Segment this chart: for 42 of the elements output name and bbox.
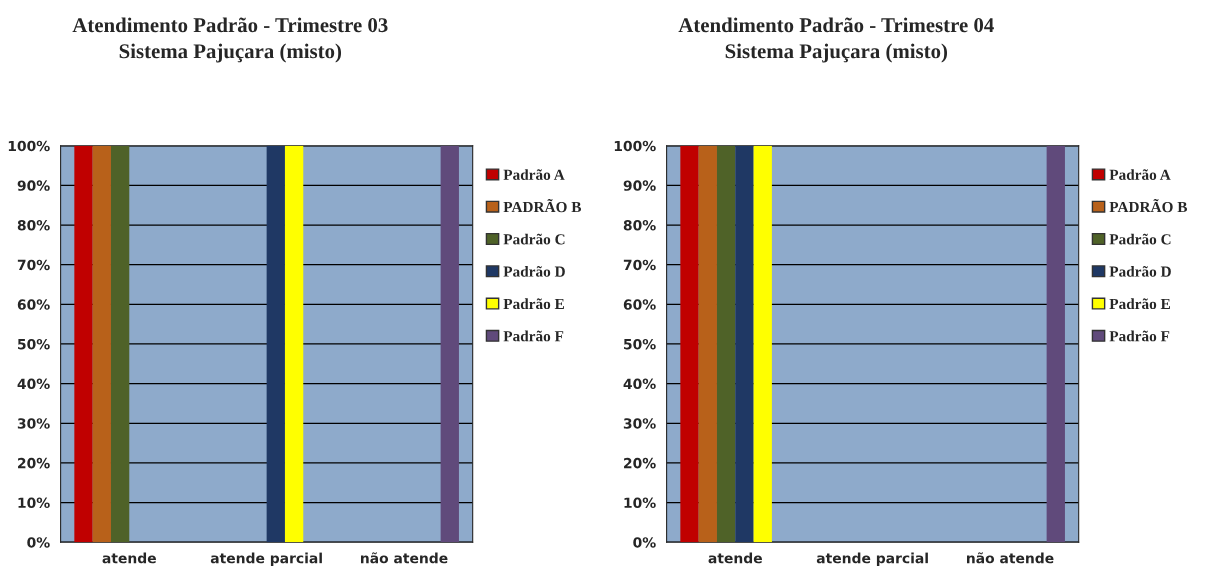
- y-tick-label: 40%: [623, 378, 656, 390]
- x-tick-label: atende parcial: [210, 552, 322, 567]
- y-tick-label: 70%: [623, 259, 656, 271]
- legend-label: Padrão C: [1109, 233, 1171, 245]
- y-tick-label: 100%: [614, 140, 656, 152]
- y-tick-label: 60%: [17, 299, 50, 310]
- y-tick-label: 90%: [623, 180, 656, 191]
- y-tick-label: 0%: [27, 537, 50, 548]
- legend-label: Padrão F: [503, 330, 564, 342]
- legend-label: Padrão A: [503, 169, 565, 180]
- x-tick-label: atende: [708, 552, 762, 564]
- legend-label: PADRÃO B: [1109, 198, 1188, 213]
- y-tick-label: 60%: [623, 299, 656, 310]
- legend-label: Padrão E: [1109, 298, 1170, 310]
- chart-title: Atendimento Padrão - Trimestre 03 Sistema Pajuçara (misto): [72, 17, 388, 63]
- legend-label: Padrão E: [503, 298, 564, 310]
- y-tick-label: 30%: [623, 418, 656, 429]
- legend-label: PADRÃO B: [503, 198, 582, 213]
- y-tick-label: 40%: [17, 378, 50, 390]
- chart-title: Atendimento Padrão - Trimestre 04 Sistema Pajuçara (misto): [678, 17, 994, 63]
- legend-label: Padrão F: [1109, 330, 1170, 342]
- y-tick-label: 20%: [18, 457, 50, 469]
- y-tick-label: 0%: [633, 537, 656, 548]
- legend-label: Padrão C: [503, 233, 565, 245]
- y-tick-label: 10%: [18, 497, 50, 509]
- y-tick-label: 50%: [18, 338, 50, 350]
- y-tick-label: 80%: [623, 220, 656, 231]
- y-tick-label: 100%: [8, 140, 50, 152]
- x-tick-label: não atende: [967, 552, 1054, 564]
- y-tick-label: 10%: [624, 497, 656, 509]
- x-tick-label: atende parcial: [816, 552, 928, 567]
- y-tick-label: 90%: [17, 180, 50, 191]
- y-tick-label: 20%: [624, 457, 656, 469]
- y-tick-label: 80%: [17, 220, 50, 231]
- legend-label: Padrão A: [1109, 169, 1171, 180]
- y-tick-label: 50%: [624, 338, 656, 350]
- legend-label: Padrão D: [503, 265, 565, 277]
- y-tick-label: 70%: [17, 259, 50, 271]
- x-tick-label: atende: [102, 552, 156, 564]
- y-tick-label: 30%: [17, 418, 50, 429]
- x-tick-label: não atende: [361, 552, 448, 564]
- legend-label: Padrão D: [1109, 265, 1171, 277]
